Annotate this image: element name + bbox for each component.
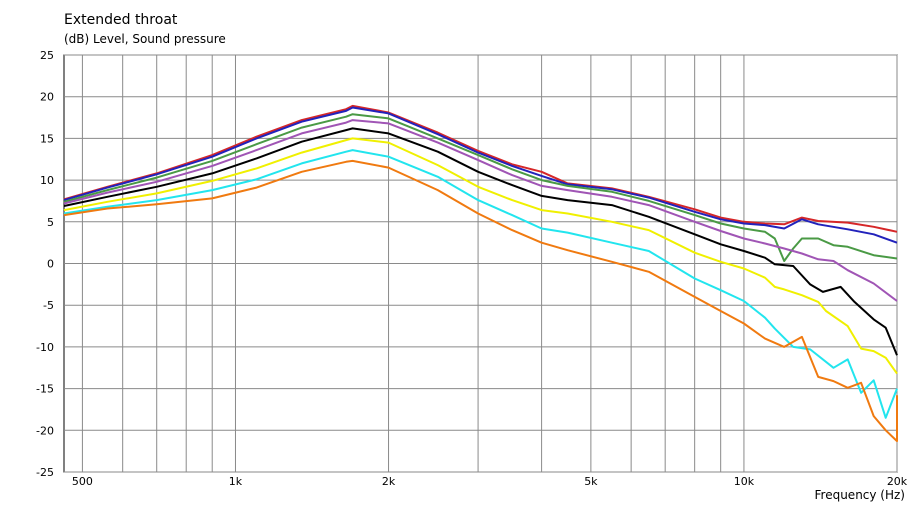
- x-tick-label: 10k: [734, 475, 755, 488]
- x-tick-label: 5k: [584, 475, 598, 488]
- x-tick-label: 500: [72, 475, 93, 488]
- series-line-2: [63, 106, 898, 244]
- y-tick-label: -5: [43, 299, 54, 312]
- y-tick-label: -20: [36, 424, 54, 437]
- series-line-7: [63, 149, 898, 419]
- y-tick-label: 0: [47, 258, 54, 271]
- x-tick-label: 1k: [229, 475, 243, 488]
- series-line-4: [63, 119, 898, 302]
- x-tick-label: 20k: [887, 475, 908, 488]
- y-tick-label: 20: [40, 91, 54, 104]
- y-tick-label: 5: [47, 216, 54, 229]
- y-axis-label: (dB) Level, Sound pressure: [64, 32, 226, 46]
- series-line-6: [63, 137, 898, 375]
- y-tick-label: 25: [40, 49, 54, 62]
- series-line-3: [63, 113, 898, 262]
- y-tick-label: -25: [36, 466, 54, 479]
- chart-title: Extended throat: [64, 12, 178, 28]
- y-tick-label: -15: [36, 383, 54, 396]
- x-axis-label: Frequency (Hz): [814, 488, 906, 502]
- y-tick-label: 15: [40, 132, 54, 145]
- series-line-5: [63, 127, 898, 356]
- series-line-8: [63, 159, 898, 443]
- y-tick-label: 10: [40, 174, 54, 187]
- series-line-1: [63, 104, 898, 233]
- x-tick-label: 2k: [382, 475, 396, 488]
- y-tick-label: -10: [36, 341, 54, 354]
